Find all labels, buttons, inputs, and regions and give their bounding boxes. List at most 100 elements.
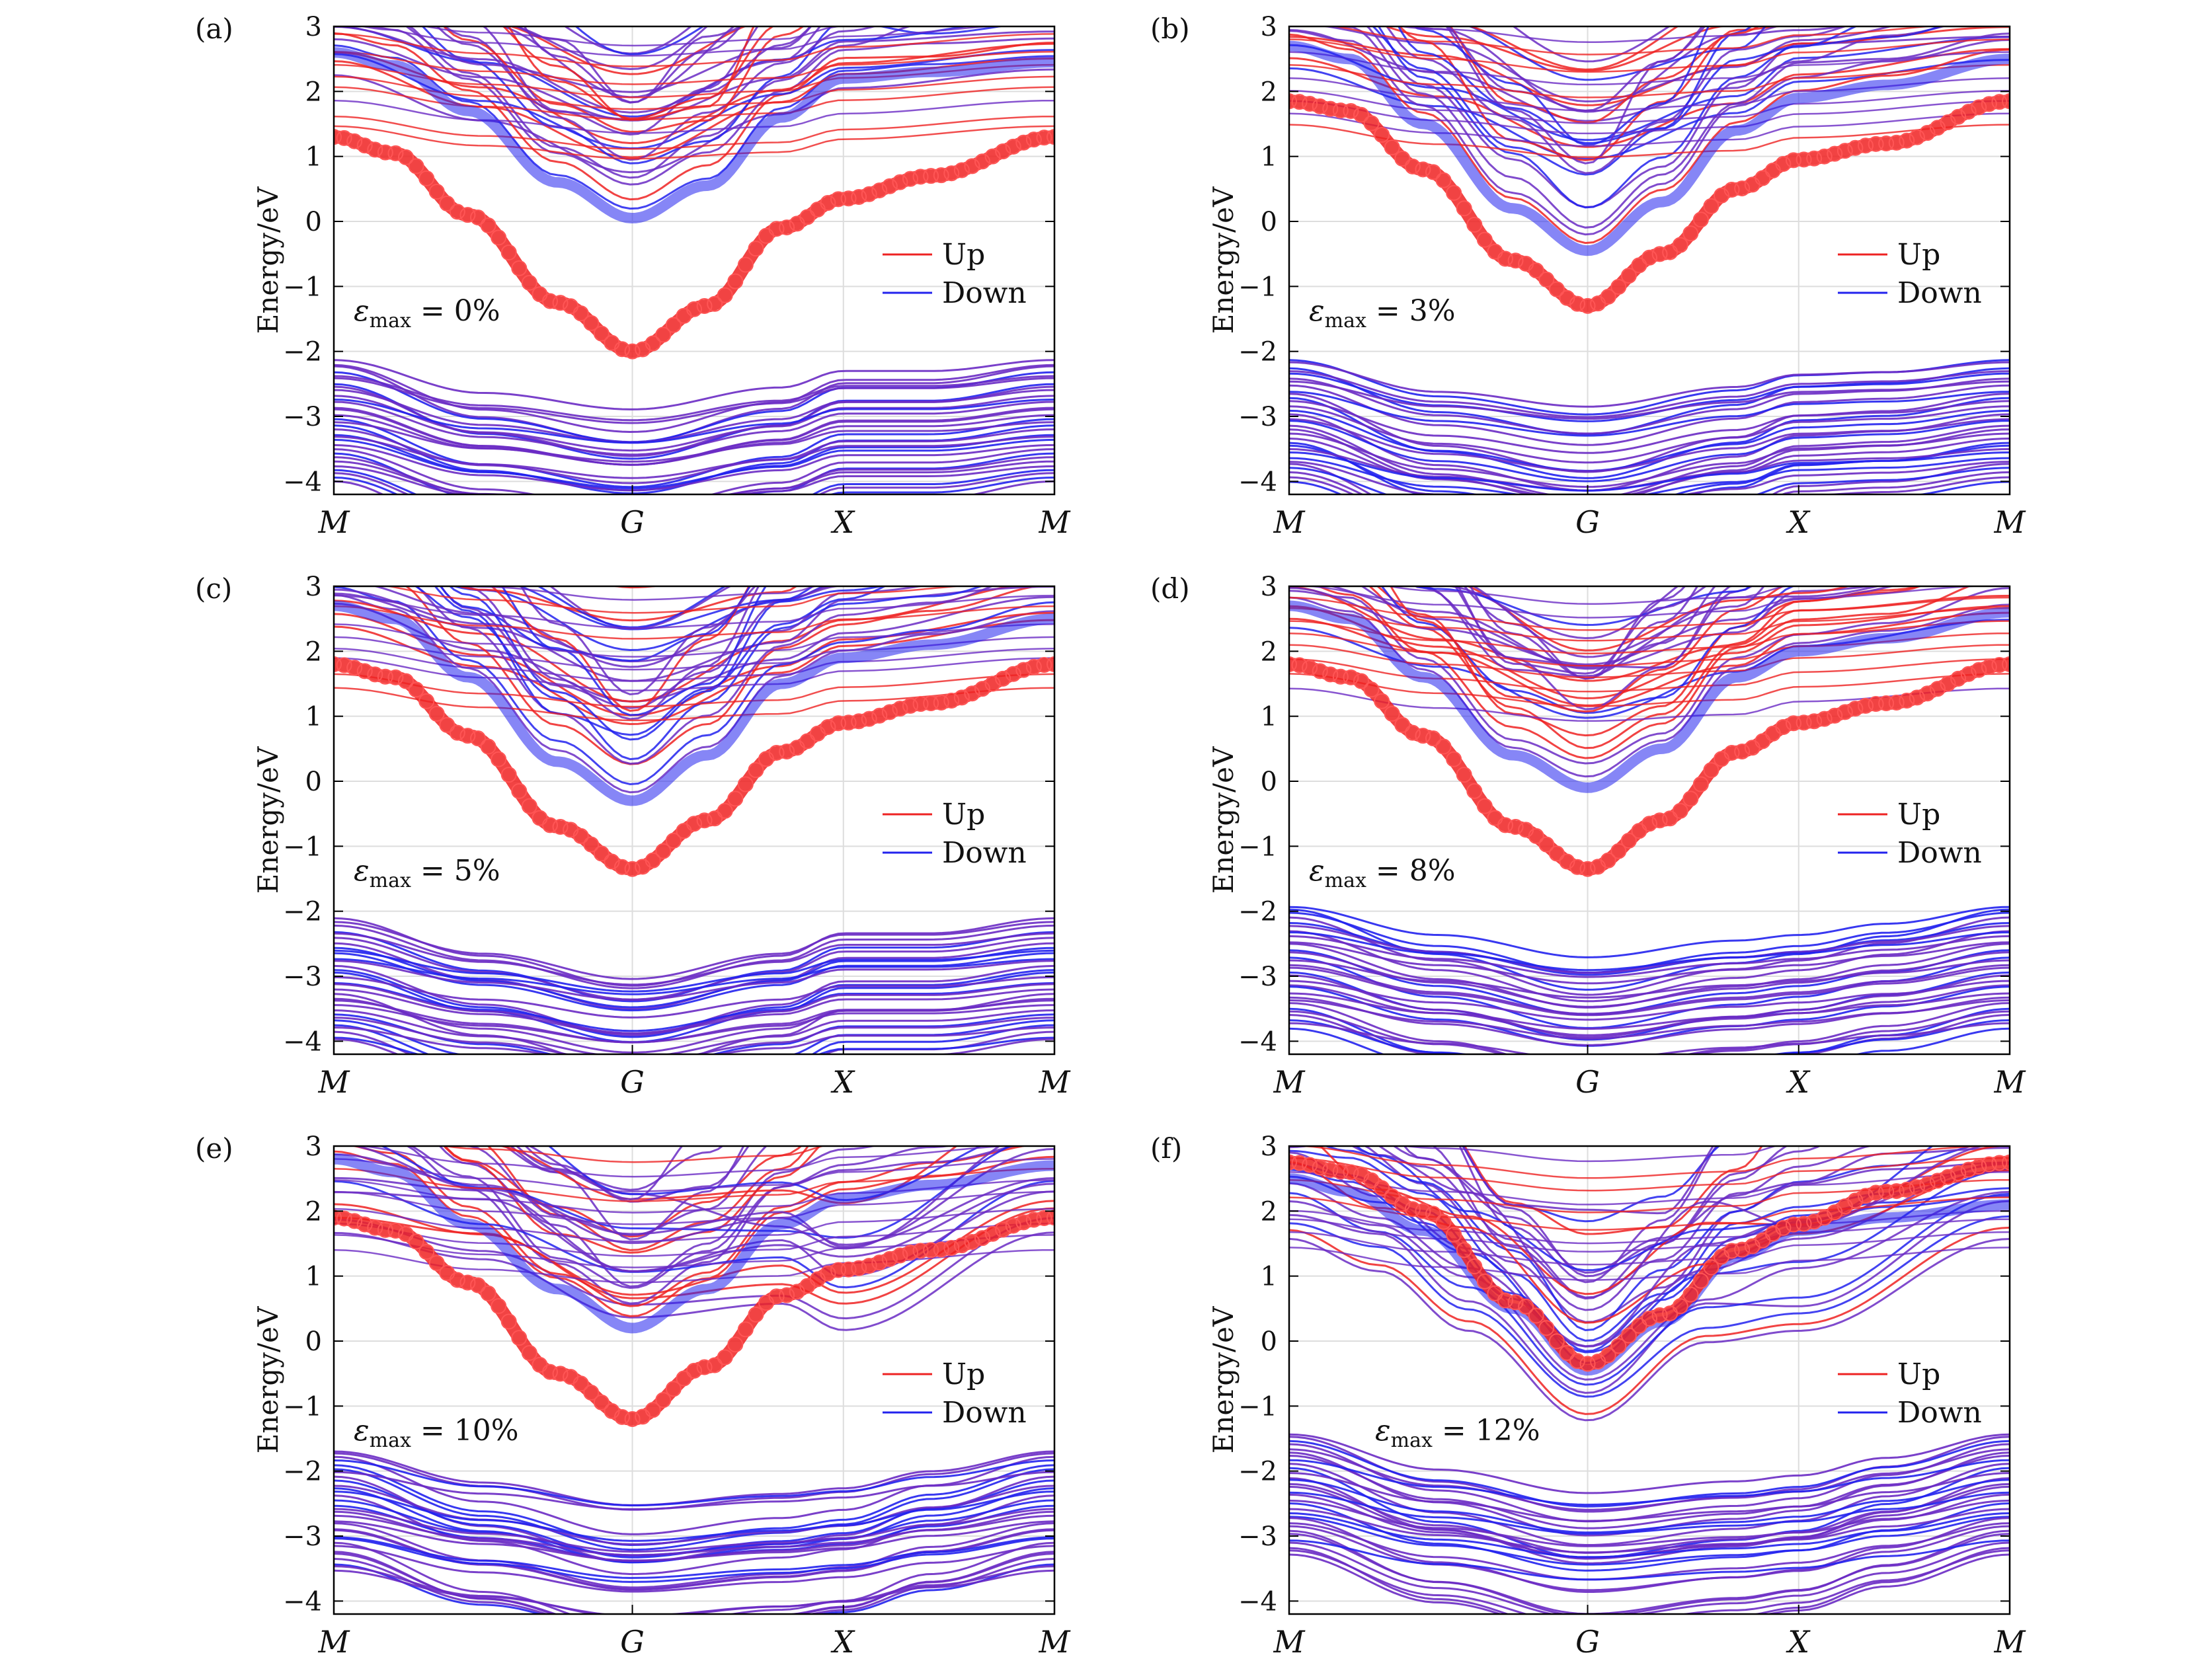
conduction-band	[442, 26, 805, 133]
conduction-band	[1355, 1146, 1934, 1272]
upper-band	[334, 605, 1054, 640]
up-band-marker	[604, 853, 620, 870]
up-band-marker	[428, 1254, 445, 1271]
valence-band	[1289, 1472, 2010, 1522]
up-band-marker	[356, 1216, 373, 1233]
up-band-marker	[1363, 1172, 1380, 1188]
up-band-marker	[1353, 1167, 1369, 1183]
upper-band	[1289, 51, 2010, 86]
conduction-band	[1371, 26, 1858, 176]
up-band-marker	[418, 1243, 435, 1260]
strain-annotation-part: ε	[1309, 294, 1325, 328]
up-band-marker	[1868, 135, 1884, 152]
upper-band	[334, 125, 1054, 160]
valence-band	[334, 983, 1054, 1034]
up-band-marker	[470, 1277, 486, 1293]
up-band-marker	[1940, 675, 1956, 692]
up-band-marker	[707, 295, 723, 312]
up-band-marker	[1981, 1156, 1997, 1173]
strain-annotation-part: max	[1325, 869, 1366, 892]
up-band-marker	[1899, 1181, 1915, 1198]
up-band-marker	[902, 1245, 918, 1261]
y-tick-label: 3	[305, 572, 322, 602]
up-band-marker	[1384, 1188, 1400, 1205]
valence-band	[1289, 1448, 2010, 1511]
up-band-marker	[923, 1242, 939, 1258]
conduction-band	[1458, 1146, 1718, 1284]
conduction-band	[1454, 586, 1735, 669]
up-band-marker	[480, 738, 496, 755]
up-band-marker	[1456, 200, 1472, 217]
valence-band	[334, 460, 1054, 494]
up-band-marker	[892, 701, 908, 717]
up-band-marker	[1291, 94, 1308, 110]
up-band-marker	[1343, 669, 1359, 685]
valence-band	[334, 988, 1054, 1035]
conduction-band	[438, 1146, 877, 1288]
legend-down-label: Down	[1897, 1396, 1982, 1430]
band-panel-e: −4 −3 −2 −1 0 1 2 3 M G X M Energy/eV (e) Up Down εmax =…	[195, 1132, 1071, 1659]
x-tick-label: G	[620, 1624, 645, 1659]
upper-band	[1289, 112, 2010, 147]
up-band-marker	[1899, 693, 1915, 709]
up-band-marker	[912, 1243, 929, 1259]
up-band-marker	[1827, 707, 1843, 724]
conduction-band	[334, 586, 926, 663]
up-band-marker	[686, 301, 702, 317]
up-band-marker	[1528, 262, 1544, 279]
upper-band	[1289, 673, 2010, 707]
up-band-marker	[1600, 852, 1616, 868]
up-band-marker	[408, 681, 424, 698]
strain-annotation-part: ε	[1309, 854, 1325, 888]
x-tick-label: M	[1038, 1624, 1071, 1659]
up-band-marker	[1672, 802, 1688, 819]
conduction-band	[334, 44, 1054, 210]
up-band-marker	[1888, 1183, 1905, 1200]
up-band-marker	[1960, 666, 1977, 682]
conduction-band	[461, 1146, 768, 1237]
up-band-marker	[1404, 1201, 1421, 1217]
y-tick-label: −1	[1238, 831, 1277, 862]
up-band-marker	[1723, 1243, 1740, 1259]
up-band-marker	[912, 169, 929, 185]
up-band-marker	[923, 168, 939, 184]
valence-band	[1289, 380, 2010, 420]
up-band-marker	[1723, 744, 1740, 761]
up-band-marker	[1878, 695, 1895, 711]
up-band-marker	[1878, 1183, 1895, 1200]
x-tick-label: M	[1038, 504, 1071, 540]
up-band-marker	[1036, 657, 1052, 674]
plot-frame	[1288, 25, 2011, 496]
up-band-marker	[1641, 249, 1657, 266]
up-band-marker	[696, 298, 713, 315]
up-band-marker	[1651, 812, 1668, 829]
up-band-marker	[500, 1313, 517, 1330]
up-band-marker	[1734, 180, 1751, 197]
upper-band	[334, 115, 1054, 150]
up-band-marker	[1734, 743, 1751, 759]
up-band-marker	[655, 843, 672, 859]
upper-band	[334, 1190, 1054, 1225]
conduction-band	[1368, 586, 1924, 750]
y-tick-label: 2	[1261, 637, 1277, 667]
up-band-marker	[1682, 225, 1699, 242]
valence-band	[1289, 471, 2010, 494]
up-band-marker	[1528, 1307, 1544, 1324]
up-band-marker	[1971, 99, 1987, 116]
upper-band	[385, 586, 964, 614]
y-tick-label: 0	[305, 767, 322, 797]
valence-band	[1289, 1512, 2010, 1559]
conduction-band	[517, 586, 814, 631]
x-tick-label: G	[620, 1064, 645, 1100]
valence-band	[334, 438, 1054, 490]
valence-band	[334, 946, 1054, 1009]
up-band-marker	[953, 162, 970, 178]
conduction-band	[1383, 26, 1729, 72]
conduction-band	[1409, 26, 1847, 113]
conduction-band	[1330, 26, 2010, 229]
y-tick-label: −4	[1238, 1026, 1277, 1057]
x-tick-label: X	[1786, 1064, 1811, 1100]
up-band-marker	[356, 137, 373, 154]
up-band-marker	[1991, 94, 2008, 110]
strain-annotation-part: max	[370, 309, 411, 332]
